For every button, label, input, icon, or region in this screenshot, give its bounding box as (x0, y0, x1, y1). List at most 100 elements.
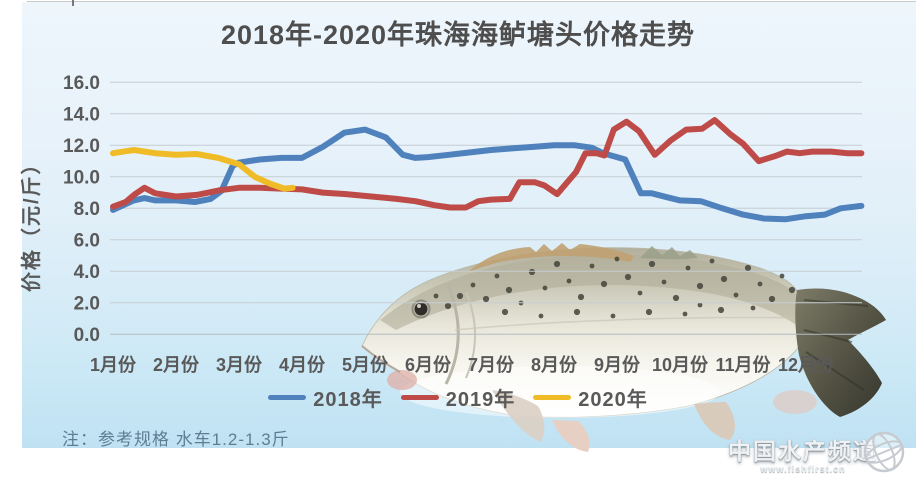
fish-spot (779, 273, 785, 279)
x-tick-label: 6月份 (405, 354, 452, 375)
legend-item-2019年: 2019年 (400, 383, 516, 412)
y-tick-label: 6.0 (74, 230, 100, 251)
fish-gill-line (444, 285, 460, 385)
x-tick-label: 7月份 (468, 354, 515, 375)
fish-spot (744, 264, 752, 272)
x-tick-label: 1月份 (90, 354, 137, 375)
fish-spots (433, 256, 796, 319)
fish-dorsal-fin (468, 243, 634, 272)
x-axis-tick-labels: 1月份 2月份 3月份 4月份 5月份 6月份 7月份 8月份 9月份 10月份 11月份 12月份 (90, 354, 835, 375)
fish-spot (494, 273, 500, 279)
fish-spot (682, 311, 688, 317)
watermark-site-url: www.fishfirst.cn (760, 464, 846, 474)
fish-eye-highlight (417, 304, 421, 308)
site-watermark: 中国水产频道 www.fishfirst.cn (728, 431, 916, 474)
fish-gill-line-2 (465, 291, 476, 379)
fish-spot (600, 280, 608, 288)
fish-spot (696, 282, 704, 290)
y-tick-label: 10.0 (63, 167, 100, 188)
fish-soft-dorsal-fin (640, 246, 698, 260)
x-tick-label: 8月份 (531, 354, 578, 375)
fish-spot (733, 292, 739, 298)
y-tick-label: 16.0 (63, 73, 100, 94)
y-tick-label: 12.0 (63, 136, 100, 157)
legend-label: 2018年 (313, 389, 383, 411)
x-tick-label: 11月份 (715, 354, 771, 375)
y-tick-label: 0.0 (74, 325, 100, 346)
top-hairline (27, 1, 916, 2)
fish-tail-base-blush (773, 390, 817, 414)
fish-eye-ring (411, 299, 431, 319)
x-tick-label: 5月份 (342, 354, 389, 375)
spec-note: 注：参考规格 水车1.2-1.3斤 (62, 430, 290, 449)
fish-spot (661, 279, 667, 285)
sea-bass-photo (361, 243, 886, 452)
x-tick-label: 2月份 (153, 354, 200, 375)
fish-pelvic-fin (552, 420, 590, 452)
fish-spot (501, 308, 509, 316)
fish-spot (456, 292, 464, 300)
fish-spot (768, 295, 776, 303)
fish-eye (414, 302, 428, 316)
fish-spot (717, 306, 725, 314)
legend-label: 2019年 (445, 389, 516, 411)
fish-spot (482, 295, 490, 303)
y-tick-label: 2.0 (74, 293, 100, 314)
fish-spot (757, 281, 763, 287)
fish-spot (610, 313, 616, 319)
series-lines (110, 117, 865, 223)
fish-belly-highlight (400, 366, 720, 418)
x-tick-label: 3月份 (216, 354, 263, 375)
fish-spot (577, 293, 585, 301)
y-tick-label: 14.0 (63, 104, 100, 125)
fish-pectoral-fin (492, 390, 545, 442)
series-line-2019年 (110, 117, 865, 211)
fish-mouth-line (361, 345, 401, 373)
fish-spot (614, 256, 620, 262)
fish-spot (433, 293, 439, 299)
legend-label: 2020年 (578, 389, 648, 411)
fish-spot (709, 258, 715, 264)
legend-item-2018年: 2018年 (268, 383, 383, 412)
y-axis-tick-labels: 0.0 2.0 4.0 6.0 8.0 10.0 12.0 14.0 16.0 (63, 73, 100, 346)
y-tick-label: 4.0 (74, 262, 100, 283)
watermark-site-name: 中国水产频道 (728, 438, 878, 464)
legend-swatch (533, 395, 572, 400)
fish-spot (573, 308, 581, 316)
fish-spot (645, 308, 653, 316)
fish-spot (538, 313, 544, 319)
x-tick-label: 12月份 (778, 354, 835, 375)
fish-spot (542, 285, 548, 291)
fish-spot (444, 302, 452, 310)
legend-swatch (268, 395, 307, 400)
y-axis-title: 价格（元/斤） (19, 152, 43, 292)
gridlines (110, 81, 862, 335)
fish-spot (528, 268, 536, 276)
fish-spot (589, 263, 595, 269)
fish-spot (720, 275, 728, 283)
fish-lateral-line (454, 316, 796, 331)
chart-title: 2018年-2020年珠海海鲈塘头价格走势 (220, 20, 696, 50)
globe-icon (863, 431, 905, 473)
fish-spot (697, 302, 703, 308)
legend-item-2020年: 2020年 (533, 383, 648, 412)
fish-spot (672, 294, 680, 302)
fish-spot (470, 282, 476, 288)
top-tick-mark (72, 0, 74, 6)
x-tick-label: 9月份 (594, 354, 641, 375)
x-tick-label: 4月份 (279, 354, 326, 375)
fish-spot (505, 286, 513, 294)
fish-spot (750, 305, 756, 311)
fish-anal-fin (694, 402, 735, 440)
x-tick-label: 10月份 (652, 354, 709, 375)
fish-spot (624, 273, 632, 281)
fish-tail-fin (795, 288, 886, 417)
fish-spot (637, 290, 643, 296)
fish-spot (553, 260, 561, 268)
chart-legend: 2018年 2019年 2020年 (0, 383, 916, 412)
fish-back-shading (380, 254, 800, 330)
series-line-2018年 (110, 126, 865, 223)
fish-spot (648, 260, 656, 268)
